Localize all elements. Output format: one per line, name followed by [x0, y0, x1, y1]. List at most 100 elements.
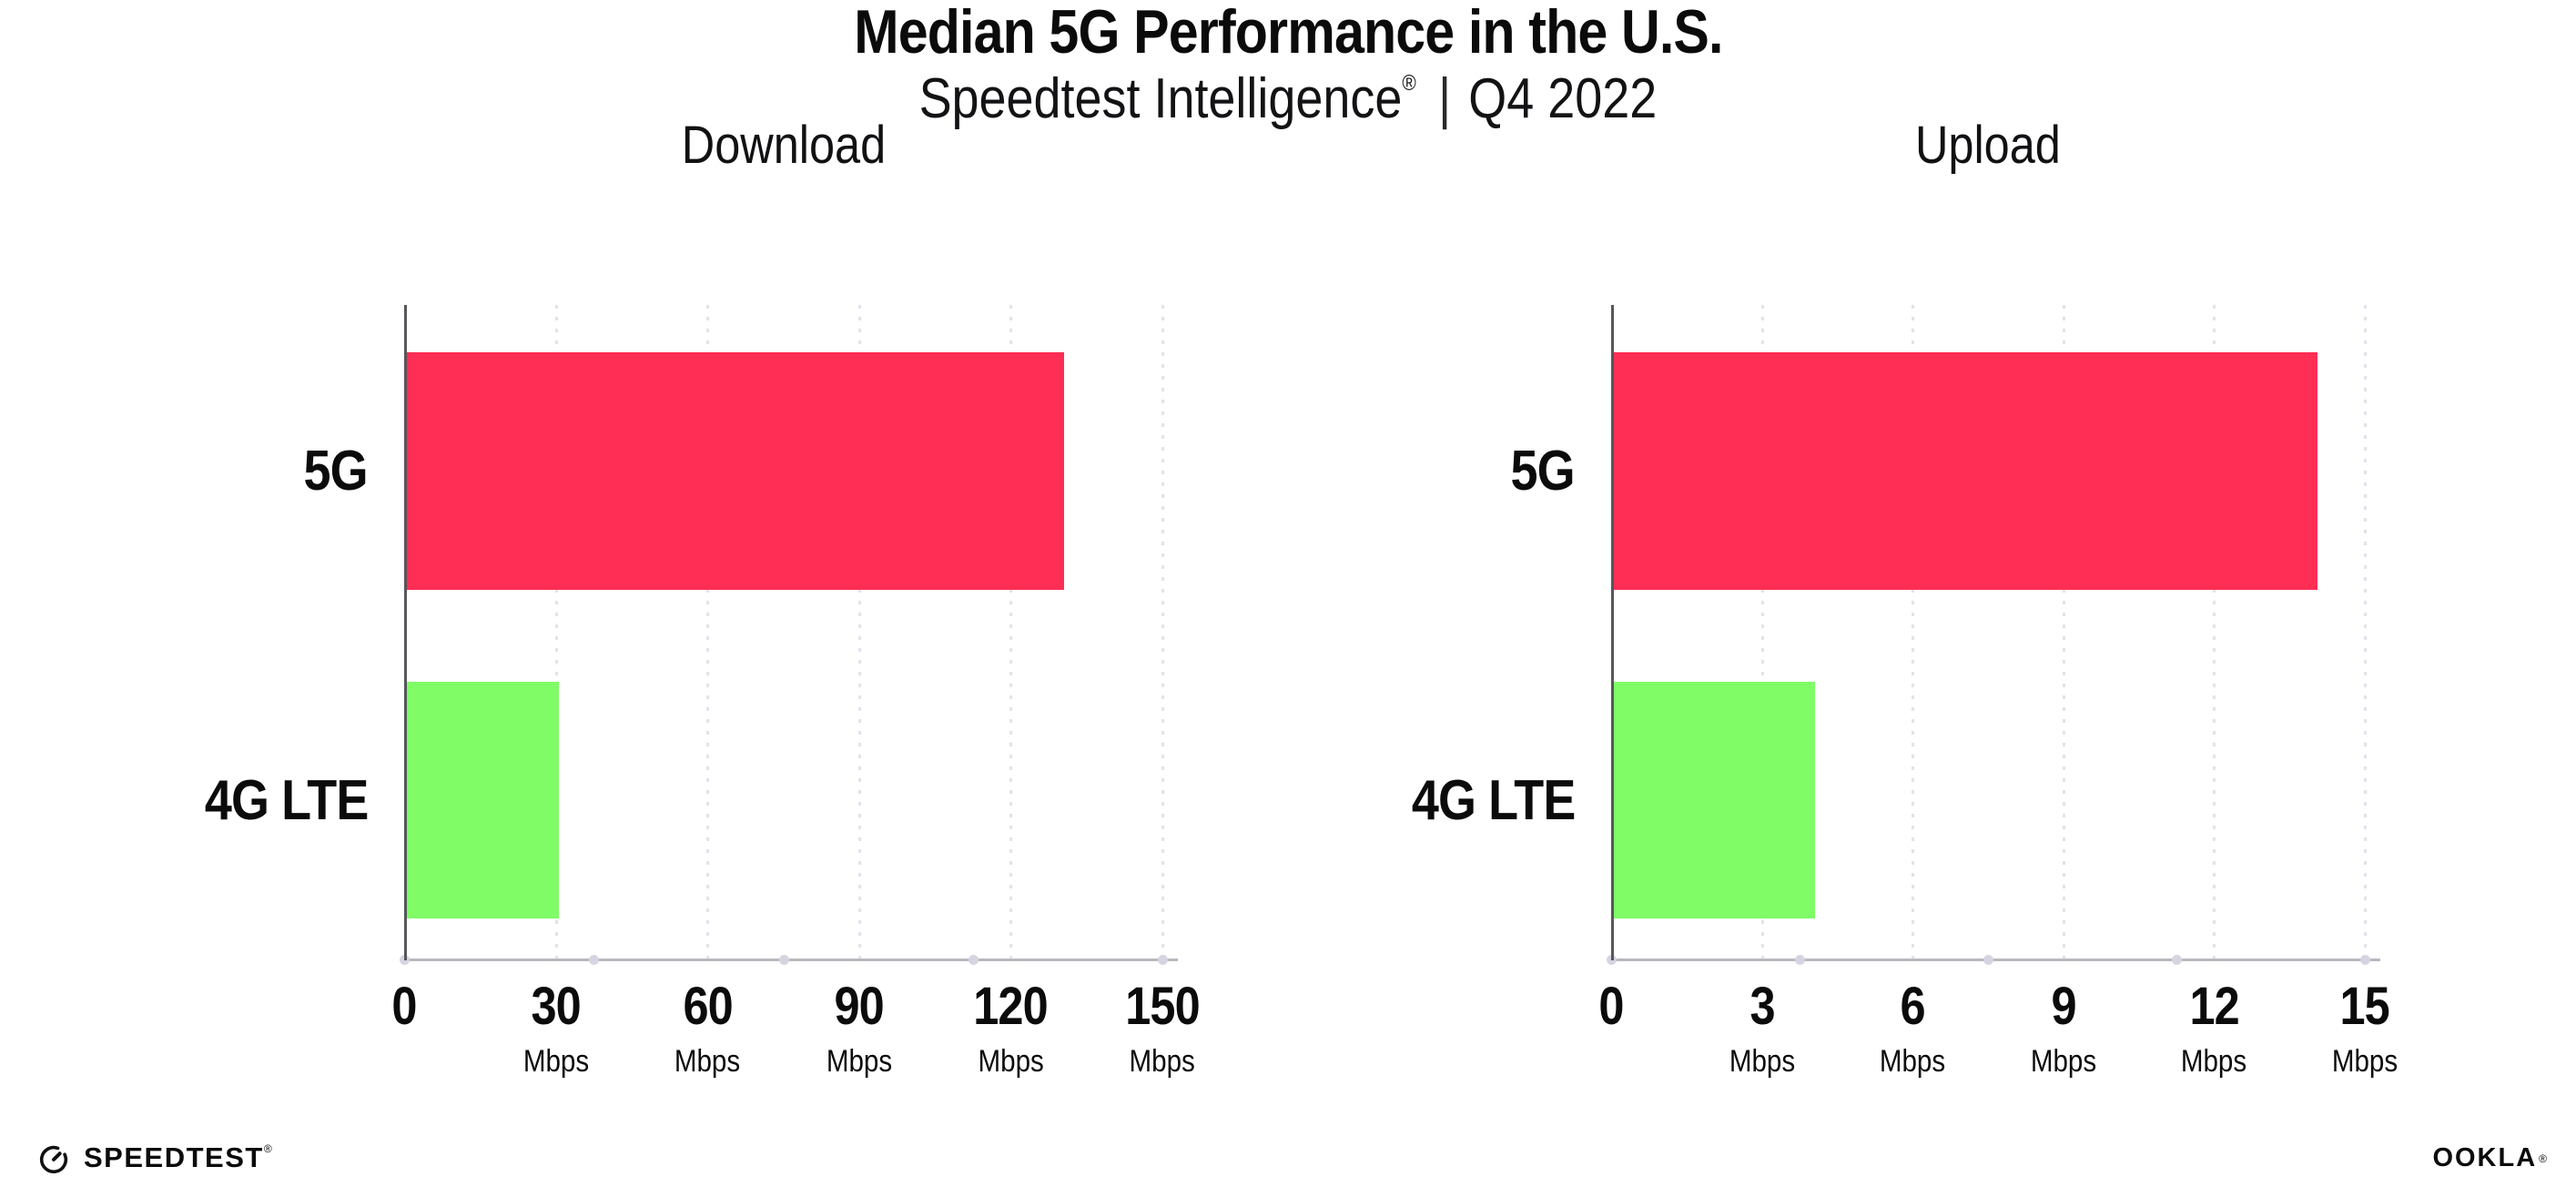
category-label-text: 4G LTE [204, 768, 368, 832]
x-tick-value-text: 15 [2339, 977, 2390, 1036]
axis-tick-dot [778, 955, 789, 965]
x-tick-unit: Mbps [518, 1046, 593, 1077]
chart-title-upload: Upload [1611, 115, 2365, 176]
gridline-30 [554, 305, 558, 960]
bar-4g-lte [1614, 682, 1815, 918]
x-tick-unit-text: Mbps [1129, 1044, 1196, 1079]
x-tick-value: 9 [2025, 980, 2101, 1033]
x-tick-unit: Mbps [2176, 1046, 2252, 1077]
category-label-5g: 5G [0, 352, 369, 590]
x-tick-15: 15 Mbps [2327, 980, 2402, 1078]
axis-tick-dot [2360, 955, 2370, 965]
x-axis-line [1610, 959, 2380, 961]
x-tick-3: 3 Mbps [1724, 980, 1800, 1078]
x-tick-30: 30 Mbps [518, 977, 593, 1078]
x-tick-value: 0 [1597, 980, 1625, 1033]
x-tick-12: 12 Mbps [2176, 977, 2252, 1078]
gridline-9 [2062, 305, 2065, 960]
x-tick-unit: Mbps [2327, 1046, 2402, 1077]
x-tick-90: 90 Mbps [821, 977, 897, 1078]
x-tick-120: 120 Mbps [969, 977, 1054, 1078]
x-tick-value-text: 3 [1749, 977, 1775, 1036]
page-title: Median 5G Performance in the U.S. [0, 0, 2576, 65]
speedtest-label: SPEEDTEST [84, 1141, 264, 1173]
x-tick-value-text: 150 [1125, 977, 1200, 1036]
x-tick-value: 150 [1120, 980, 1205, 1033]
chart-title-download: Download [404, 115, 1162, 176]
axis-tick-dot [589, 955, 600, 965]
speedtest-wordmark: SPEEDTEST® [84, 1141, 272, 1174]
category-label-4g-lte: 4G LTE [0, 682, 368, 918]
axis-tick-dot [1795, 955, 1805, 965]
category-label-text: 4G LTE [1411, 768, 1575, 832]
speedtest-registered-mark: ® [263, 1142, 272, 1155]
x-tick-6: 6 Mbps [1875, 980, 1951, 1078]
bar-4g-lte [407, 682, 559, 918]
x-tick-value: 15 [2327, 980, 2402, 1033]
x-tick-value: 6 [1875, 980, 1951, 1033]
x-tick-unit: Mbps [821, 1046, 897, 1077]
x-tick-value-text: 120 [973, 977, 1049, 1036]
speedtest-logo: SPEEDTEST® [36, 1141, 272, 1175]
subtitle-brand: Speedtest Intelligence [918, 67, 1403, 130]
gridline-60 [706, 305, 710, 960]
x-tick-value: 60 [670, 980, 745, 1033]
gridline-3 [1760, 305, 1764, 960]
x-tick-9: 9 Mbps [2025, 980, 2101, 1078]
x-tick-unit: Mbps [1724, 1046, 1800, 1077]
ookla-label: OOKLA [2432, 1143, 2538, 1172]
page-subtitle-text: Speedtest Intelligence® | Q4 2022 [919, 69, 1658, 128]
x-tick-value: 3 [1724, 980, 1800, 1033]
x-tick-unit: Mbps [1120, 1046, 1205, 1077]
axis-tick-dot [1158, 955, 1168, 965]
x-tick-unit: Mbps [670, 1046, 745, 1077]
plot-area: 5G 4G LTE 0 3 Mbps 6 Mbps 9 Mbps 12 Mbps 15 Mbps [1411, 305, 2398, 1077]
gridline-6 [1912, 305, 1915, 960]
x-tick-value-text: 6 [1900, 977, 1926, 1036]
x-tick-value-text: 9 [2051, 977, 2076, 1036]
x-tick-150: 150 Mbps [1120, 980, 1205, 1078]
x-tick-unit-text: Mbps [674, 1044, 741, 1079]
x-tick-unit-text: Mbps [1880, 1044, 1946, 1079]
x-tick-unit-text: Mbps [2030, 1044, 2096, 1079]
bar-5g [1614, 352, 2317, 590]
gridline-150 [1161, 305, 1164, 960]
registered-trademark-symbol: ® [1402, 71, 1416, 96]
y-axis-line [404, 305, 407, 960]
category-label-4g-lte: 4G LTE [1192, 682, 1575, 918]
x-tick-60: 60 Mbps [670, 980, 745, 1078]
x-tick-unit-text: Mbps [2181, 1044, 2247, 1079]
chart-title-text: Download [681, 116, 886, 175]
subtitle-divider: | [1438, 67, 1452, 130]
x-tick-unit-text: Mbps [2331, 1044, 2399, 1079]
x-tick-value: 0 [390, 980, 418, 1033]
x-tick-unit-text: Mbps [978, 1044, 1044, 1079]
y-axis-line [1611, 305, 1614, 960]
ookla-registered-mark: ® [2539, 1151, 2547, 1165]
x-tick-unit: Mbps [1875, 1046, 1951, 1077]
category-label-5g: 5G [1192, 352, 1576, 590]
x-tick-unit: Mbps [969, 1046, 1054, 1077]
gridline-15 [2364, 305, 2367, 960]
ookla-logo: OOKLA ® [2432, 1143, 2547, 1173]
x-tick-value-text: 12 [2189, 977, 2239, 1036]
x-tick-value-text: 60 [682, 977, 733, 1036]
bar-5g [407, 352, 1064, 590]
page-subtitle: Speedtest Intelligence® | Q4 2022 [0, 69, 2576, 128]
x-tick-value-text: 0 [1598, 977, 1624, 1036]
x-tick-unit-text: Mbps [1729, 1044, 1795, 1079]
x-tick-value-text: 0 [391, 977, 417, 1036]
subtitle-period: Q4 2022 [1468, 67, 1658, 130]
speedtest-gauge-icon [39, 1145, 68, 1173]
x-tick-unit: Mbps [2025, 1046, 2101, 1077]
x-tick-value-text: 30 [531, 977, 581, 1036]
x-tick-0: 0 [1597, 980, 1625, 1033]
gridline-120 [1009, 305, 1013, 960]
axis-tick-dot [968, 955, 979, 965]
plot-area: 5G 4G LTE 0 30 Mbps 60 Mbps 90 Mbps 120 Mbps 150 Mbp… [204, 305, 1201, 1077]
x-tick-value-text: 90 [834, 977, 885, 1036]
x-tick-unit-text: Mbps [826, 1044, 892, 1079]
x-tick-0: 0 [390, 980, 418, 1033]
gridline-90 [857, 305, 861, 960]
